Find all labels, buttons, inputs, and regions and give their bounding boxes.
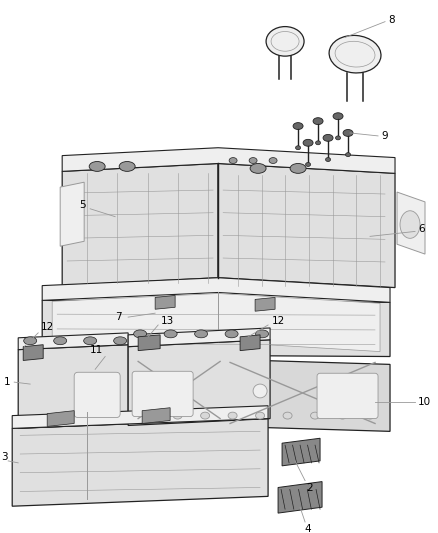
Ellipse shape	[250, 164, 266, 173]
Polygon shape	[60, 182, 84, 246]
Ellipse shape	[256, 412, 265, 419]
Ellipse shape	[333, 113, 343, 119]
Polygon shape	[218, 164, 395, 288]
Ellipse shape	[323, 134, 333, 141]
Circle shape	[253, 384, 267, 398]
Ellipse shape	[164, 330, 177, 338]
Ellipse shape	[311, 412, 320, 419]
Ellipse shape	[313, 118, 323, 125]
Text: 3: 3	[1, 452, 7, 462]
Ellipse shape	[89, 161, 105, 172]
Polygon shape	[62, 148, 395, 173]
Ellipse shape	[249, 158, 257, 164]
Ellipse shape	[24, 337, 37, 345]
Ellipse shape	[201, 412, 210, 419]
Ellipse shape	[343, 130, 353, 136]
Text: 12: 12	[272, 316, 285, 326]
Polygon shape	[18, 345, 128, 429]
Ellipse shape	[228, 412, 237, 419]
Polygon shape	[62, 164, 218, 286]
Polygon shape	[282, 438, 320, 466]
Polygon shape	[42, 301, 390, 357]
Ellipse shape	[134, 330, 147, 338]
Ellipse shape	[54, 337, 67, 345]
Text: 9: 9	[381, 131, 389, 141]
Text: 6: 6	[419, 224, 425, 235]
Ellipse shape	[225, 330, 238, 338]
Polygon shape	[138, 335, 160, 351]
Ellipse shape	[256, 330, 268, 338]
Ellipse shape	[290, 164, 306, 173]
Polygon shape	[278, 482, 322, 513]
Text: 2: 2	[307, 483, 313, 494]
Ellipse shape	[306, 163, 311, 166]
FancyBboxPatch shape	[317, 373, 378, 418]
Text: 8: 8	[389, 15, 396, 25]
Text: 5: 5	[79, 200, 85, 210]
Ellipse shape	[229, 158, 237, 164]
Polygon shape	[42, 278, 390, 302]
Text: 12: 12	[41, 322, 54, 332]
Polygon shape	[12, 406, 268, 429]
Text: 4: 4	[305, 524, 311, 533]
Ellipse shape	[269, 158, 277, 164]
Ellipse shape	[325, 158, 331, 161]
FancyBboxPatch shape	[74, 372, 120, 417]
Text: 10: 10	[417, 397, 431, 407]
Polygon shape	[255, 297, 275, 311]
Ellipse shape	[346, 152, 350, 157]
Ellipse shape	[296, 146, 300, 150]
Ellipse shape	[315, 141, 321, 145]
Polygon shape	[18, 333, 128, 350]
Ellipse shape	[84, 337, 97, 345]
Polygon shape	[72, 357, 130, 424]
Polygon shape	[12, 418, 268, 506]
Ellipse shape	[283, 412, 292, 419]
Ellipse shape	[400, 211, 420, 238]
Polygon shape	[52, 294, 380, 352]
Polygon shape	[47, 411, 74, 426]
Ellipse shape	[338, 412, 347, 419]
Polygon shape	[128, 340, 270, 425]
Polygon shape	[240, 335, 260, 351]
Text: 7: 7	[115, 312, 121, 322]
Text: 1: 1	[4, 377, 11, 387]
Polygon shape	[142, 408, 170, 424]
Text: 13: 13	[160, 316, 174, 326]
Ellipse shape	[303, 139, 313, 146]
Ellipse shape	[113, 337, 127, 345]
Text: 11: 11	[89, 345, 103, 354]
Ellipse shape	[266, 27, 304, 56]
Ellipse shape	[173, 412, 182, 419]
Polygon shape	[397, 192, 425, 254]
Ellipse shape	[146, 412, 155, 419]
Ellipse shape	[119, 161, 135, 172]
Ellipse shape	[329, 35, 381, 73]
Polygon shape	[155, 295, 175, 309]
Ellipse shape	[336, 136, 341, 140]
Polygon shape	[23, 345, 43, 360]
Polygon shape	[130, 357, 390, 431]
Ellipse shape	[194, 330, 208, 338]
Ellipse shape	[293, 123, 303, 130]
FancyBboxPatch shape	[132, 372, 193, 417]
Ellipse shape	[366, 412, 374, 419]
Polygon shape	[128, 328, 270, 346]
